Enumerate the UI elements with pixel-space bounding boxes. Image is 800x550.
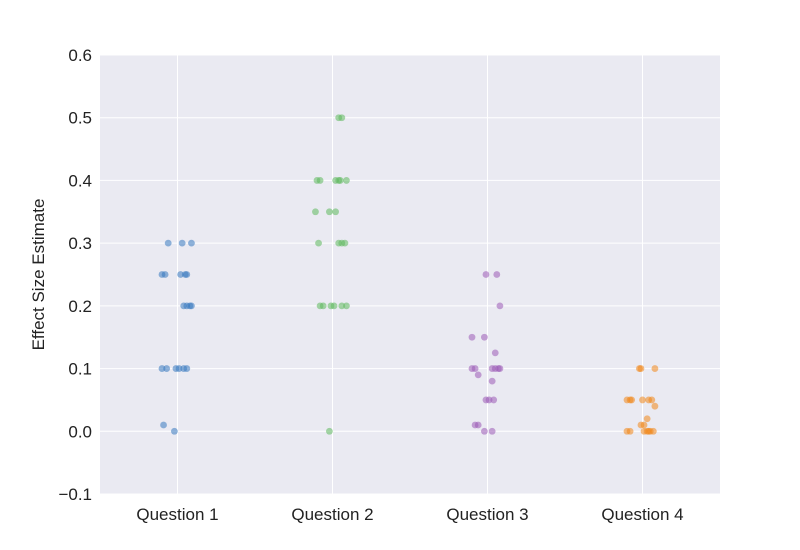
y-axis-ticks: −0.1 0.0 0.1 0.2 0.3 0.4 0.5 0.6: [58, 46, 92, 504]
y-tick-label: 0.6: [68, 46, 92, 65]
y-tick-label: 0.1: [68, 360, 92, 379]
y-tick-label: 0.0: [68, 422, 92, 441]
data-point: [183, 271, 191, 278]
data-point: [178, 239, 186, 247]
data-point: [338, 114, 346, 122]
data-point: [491, 349, 499, 357]
y-tick-label: −0.1: [58, 485, 92, 504]
data-point: [343, 177, 350, 184]
data-point: [493, 271, 501, 278]
data-point: [158, 365, 166, 372]
data-point: [171, 427, 178, 435]
x-tick-label: Question 2: [291, 505, 373, 524]
y-tick-label: 0.3: [68, 234, 92, 253]
data-point: [341, 239, 349, 247]
data-point: [481, 333, 488, 341]
data-point: [651, 365, 659, 372]
data-point: [316, 177, 324, 184]
data-point: [338, 302, 346, 310]
data-point: [648, 396, 656, 404]
data-point: [488, 427, 496, 435]
data-point: [312, 208, 319, 216]
data-point: [485, 396, 493, 404]
data-point: [177, 271, 185, 278]
data-point: [639, 396, 646, 404]
data-point: [343, 302, 350, 310]
data-point: [183, 365, 191, 372]
data-point: [330, 302, 338, 310]
data-point: [332, 208, 339, 216]
data-point: [626, 427, 634, 435]
data-point: [326, 427, 333, 435]
data-point: [164, 239, 172, 247]
data-point: [471, 365, 479, 372]
data-points: [158, 114, 659, 435]
x-tick-label: Question 1: [136, 505, 218, 524]
y-tick-label: 0.4: [68, 171, 92, 190]
data-point: [651, 402, 659, 410]
data-point: [482, 271, 490, 278]
data-point: [474, 421, 482, 429]
data-point: [488, 377, 496, 385]
data-point: [490, 396, 498, 404]
plot-background: [100, 55, 720, 494]
data-point: [326, 208, 333, 216]
data-point: [319, 302, 327, 310]
data-point: [628, 396, 636, 404]
y-tick-label: 0.2: [68, 297, 92, 316]
data-point: [315, 239, 322, 247]
x-axis-ticks: Question 1 Question 2 Question 3 Question 4: [136, 505, 683, 524]
data-point: [496, 302, 504, 310]
data-point: [175, 365, 183, 372]
x-tick-label: Question 3: [446, 505, 528, 524]
y-axis-label: Effect Size Estimate: [29, 199, 48, 351]
data-point: [163, 365, 171, 372]
data-point: [474, 371, 482, 379]
data-point: [649, 427, 657, 435]
data-point: [481, 427, 488, 435]
data-point: [496, 365, 504, 372]
data-point: [160, 421, 167, 429]
data-point: [468, 333, 476, 341]
x-tick-label: Question 4: [601, 505, 683, 524]
data-point: [188, 302, 195, 310]
data-point: [637, 365, 645, 372]
data-point: [161, 271, 169, 278]
data-point: [188, 239, 195, 247]
data-point: [336, 177, 344, 184]
data-point: [643, 415, 651, 423]
data-point: [640, 421, 648, 429]
y-tick-label: 0.5: [68, 109, 92, 128]
